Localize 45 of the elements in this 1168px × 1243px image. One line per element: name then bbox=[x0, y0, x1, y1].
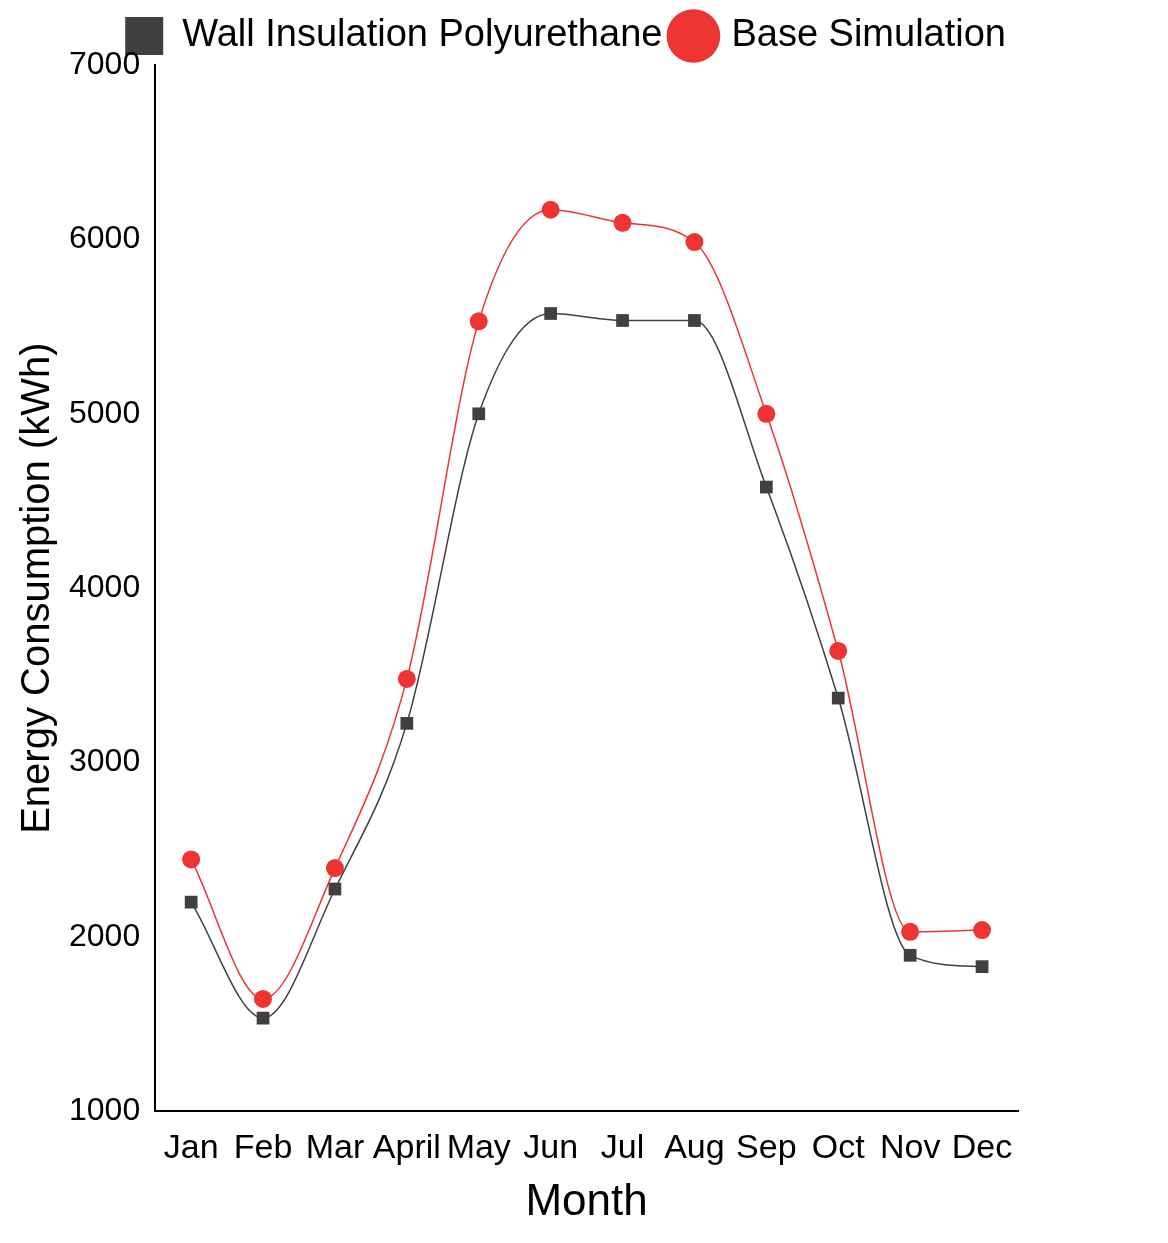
point bbox=[613, 213, 632, 232]
y-tick-label: 4000 bbox=[69, 568, 141, 605]
x-tick-label: Nov bbox=[879, 1127, 941, 1166]
point bbox=[616, 314, 629, 327]
point bbox=[901, 922, 920, 941]
point bbox=[685, 233, 704, 252]
point bbox=[975, 960, 989, 974]
x-axis-title: Month bbox=[525, 1174, 648, 1224]
x-tick-label: Aug bbox=[664, 1127, 725, 1166]
x-tick-label: Mar bbox=[305, 1127, 365, 1166]
point bbox=[757, 404, 776, 423]
point bbox=[831, 691, 845, 705]
point bbox=[903, 948, 917, 962]
point bbox=[182, 850, 201, 869]
y-tick-label: 3000 bbox=[69, 742, 141, 779]
y-tick-label: 7000 bbox=[69, 44, 141, 81]
point bbox=[973, 921, 992, 940]
x-tick-label: Jul bbox=[600, 1127, 645, 1166]
point bbox=[541, 200, 560, 219]
point bbox=[759, 480, 773, 494]
y-tick-label: 2000 bbox=[69, 916, 141, 953]
point bbox=[397, 669, 416, 688]
point bbox=[184, 895, 198, 909]
point bbox=[544, 307, 558, 320]
x-tick-label: Jun bbox=[523, 1127, 579, 1166]
x-tick-label: Feb bbox=[233, 1127, 293, 1166]
point bbox=[829, 641, 848, 660]
y-tick-label: 5000 bbox=[69, 393, 141, 430]
y-axis-title: Energy Consumption (kWh) bbox=[13, 342, 58, 834]
legend-label: Base Simulation bbox=[731, 12, 1006, 55]
x-tick-label: Sep bbox=[736, 1127, 797, 1166]
point bbox=[469, 312, 488, 331]
point bbox=[688, 314, 701, 327]
x-tick-label: April bbox=[372, 1127, 441, 1166]
x-tick-label: Dec bbox=[951, 1127, 1013, 1166]
point bbox=[400, 717, 414, 730]
y-tick-label: 1000 bbox=[69, 1091, 141, 1128]
legend-label: Wall Insulation Polyurethane bbox=[182, 12, 663, 55]
x-tick-label: Oct bbox=[811, 1127, 866, 1166]
y-tick-label: 6000 bbox=[69, 219, 141, 256]
x-tick-label: Jan bbox=[163, 1127, 219, 1166]
point bbox=[254, 989, 273, 1008]
point bbox=[325, 859, 344, 878]
point bbox=[472, 407, 486, 421]
x-tick-label: May bbox=[446, 1127, 511, 1166]
